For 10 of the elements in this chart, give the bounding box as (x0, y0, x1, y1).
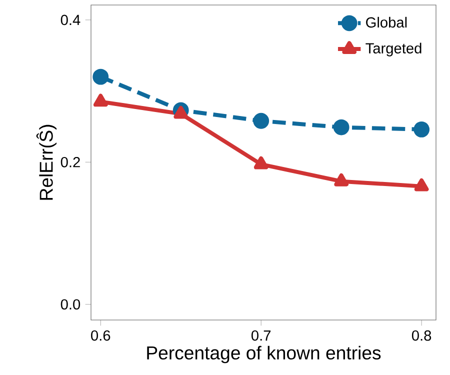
x-tick-label: 0.7 (252, 330, 271, 341)
y-axis-title: RelErr(Ŝ) (36, 124, 57, 200)
x-axis-title: Percentage of known entries (147, 346, 381, 364)
y-tick-label: 0.4 (60, 14, 80, 26)
legend-label: Targeted (366, 42, 422, 56)
legend-label: Global (366, 16, 407, 28)
x-tick-label: 0.6 (91, 330, 110, 341)
y-tick-label: 0.0 (60, 299, 80, 310)
y-tick-label: 0.2 (60, 156, 80, 168)
x-tick-label: 0.8 (412, 330, 432, 341)
